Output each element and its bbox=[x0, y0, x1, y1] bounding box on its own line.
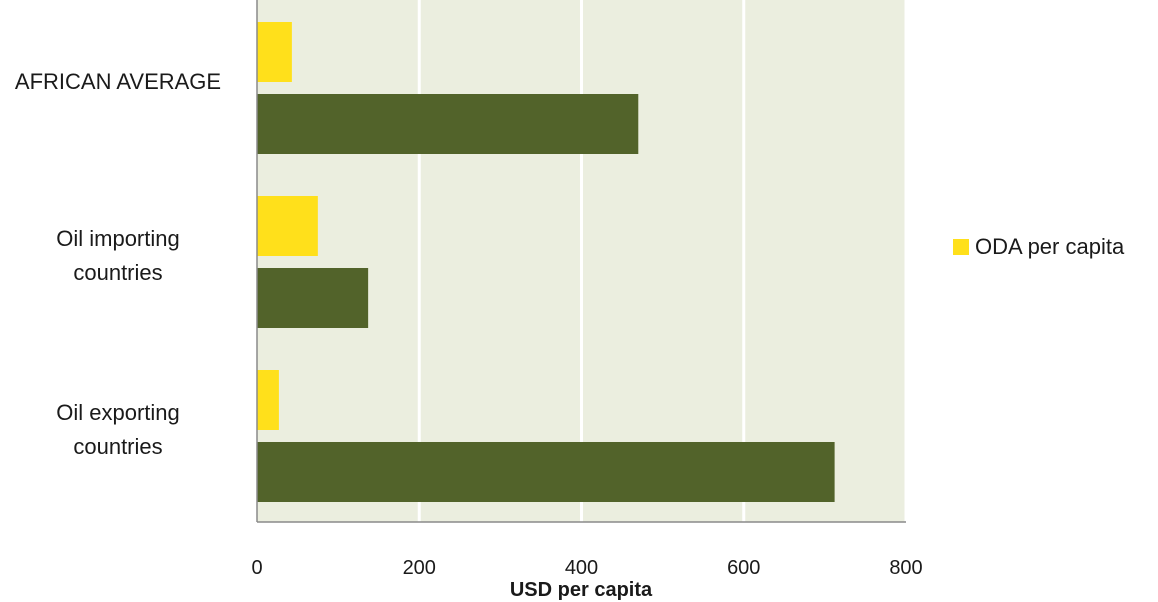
legend: ODA per capita bbox=[953, 234, 1124, 260]
bar bbox=[257, 442, 835, 502]
bars bbox=[257, 22, 835, 502]
legend-swatch-oda bbox=[953, 239, 969, 255]
x-tick-label: 400 bbox=[565, 557, 598, 579]
x-tick-labels: 0 200 400 600 800 bbox=[251, 557, 922, 579]
legend-label-oda: ODA per capita bbox=[975, 234, 1125, 259]
x-tick-label: 0 bbox=[251, 557, 262, 579]
bar bbox=[257, 268, 369, 328]
gridlines bbox=[417, 0, 908, 522]
x-tick-label: 600 bbox=[727, 557, 760, 579]
bar bbox=[257, 22, 292, 82]
category-label: Oil importing countries bbox=[56, 226, 179, 285]
category-labels: AFRICAN AVERAGE Oil importing countries Oil… bbox=[15, 69, 221, 459]
category-label: AFRICAN AVERAGE bbox=[15, 69, 221, 94]
bar bbox=[257, 370, 279, 430]
x-tick-label: 200 bbox=[403, 557, 436, 579]
category-label: Oil exporting countries bbox=[56, 400, 180, 459]
bar bbox=[257, 94, 639, 154]
x-axis-title: USD per capita bbox=[510, 579, 653, 601]
bar bbox=[257, 196, 318, 256]
x-tick-label: 800 bbox=[889, 557, 922, 579]
